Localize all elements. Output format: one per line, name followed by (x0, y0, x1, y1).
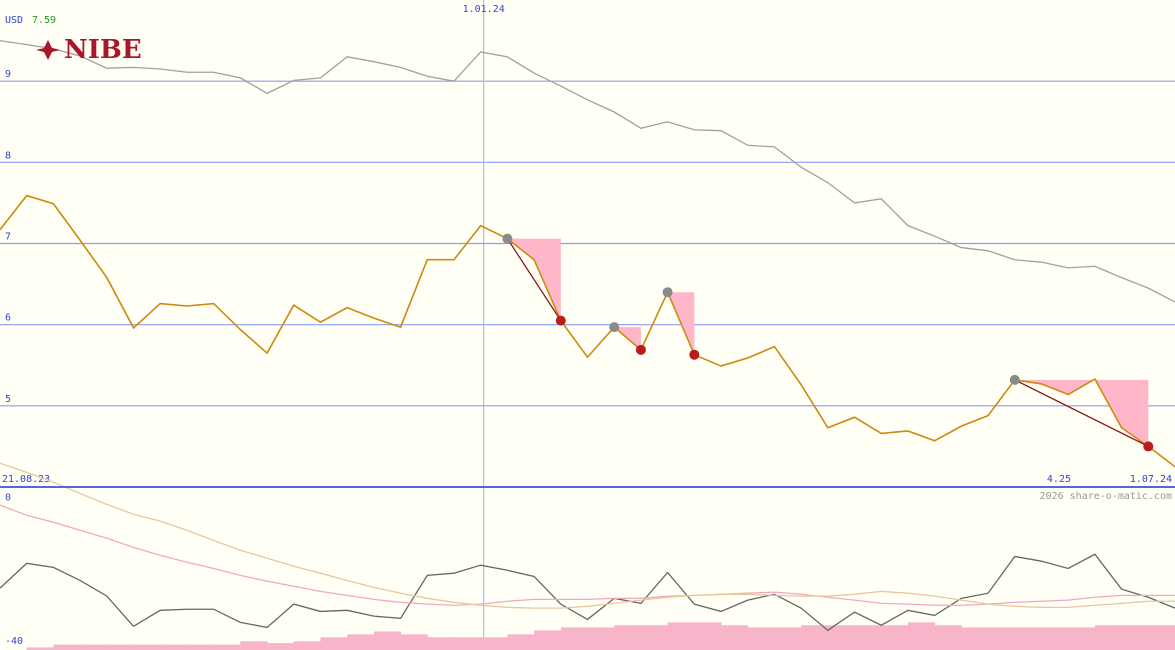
y-tick-label: 9 (5, 69, 11, 80)
y-tick-label: 5 (5, 394, 11, 405)
volume-bar (747, 627, 775, 650)
volume-bar (213, 644, 241, 650)
signal-end (1143, 441, 1154, 452)
volume-bar (721, 625, 749, 650)
signal-area (1014, 379, 1149, 447)
signal-end (689, 349, 700, 360)
header-value: 7.59 (32, 15, 56, 26)
volume-bar (133, 644, 161, 650)
volume-bar (267, 643, 295, 650)
signal-link (1014, 379, 1149, 447)
y-tick-label: -40 (5, 636, 23, 647)
x-tick-label: 1.07.24 (1130, 474, 1172, 485)
currency: USD (5, 15, 23, 26)
volume-bar (1094, 625, 1123, 650)
volume-bar (988, 627, 1016, 650)
series-line (0, 194, 1175, 468)
series-line (0, 39, 1175, 303)
volume-bar (694, 622, 722, 650)
volume-bar (1121, 625, 1149, 650)
volume-bar (881, 625, 909, 650)
logo-text: NIBE (64, 35, 142, 65)
signal-end (635, 344, 646, 355)
volume-bar (1014, 627, 1042, 650)
signal-start (609, 322, 620, 333)
volume-bar (186, 644, 215, 650)
volume-bar (320, 637, 348, 650)
volume-bar (907, 622, 936, 650)
volume-bar (614, 625, 642, 650)
volume-bar (160, 644, 188, 650)
signal-start (1009, 374, 1020, 385)
volume-bar (934, 625, 962, 650)
y-tick-label: 7 (5, 232, 11, 243)
volume-bar (560, 627, 588, 650)
volume-bar (293, 641, 321, 650)
logo-star (36, 40, 60, 60)
volume-bar (453, 637, 482, 650)
signal-area (507, 238, 561, 321)
y-tick-label: 6 (5, 313, 11, 324)
volume-bar (26, 647, 54, 650)
series-line (0, 462, 1175, 609)
volume-bar (587, 627, 615, 650)
volume-bar (240, 641, 268, 650)
signal-start (662, 287, 673, 298)
signal-start (502, 233, 513, 244)
x-tick-label: 1.01.24 (463, 4, 505, 15)
volume-bar (400, 634, 428, 650)
volume-bar (1148, 625, 1175, 650)
signal-link (506, 238, 562, 321)
y-tick-label: 0 (5, 492, 11, 503)
x-tick-label: 21.08.23 (2, 474, 50, 485)
volume-bar (427, 637, 455, 650)
volume-bar (801, 625, 829, 650)
volume-bar (774, 627, 802, 650)
volume-bar (961, 627, 989, 650)
volume-bar (827, 625, 856, 650)
series-line (0, 504, 1175, 606)
volume-bar (53, 644, 81, 650)
y-tick-label: 8 (5, 150, 11, 161)
volume-bar (507, 634, 535, 650)
series-line (0, 553, 1175, 632)
volume-bar (1041, 627, 1069, 650)
signal-end (555, 315, 566, 326)
volume-bar (80, 644, 108, 650)
volume-bar (534, 630, 562, 650)
volume-bar (106, 644, 135, 650)
logo: NIBE (36, 35, 142, 65)
volume-bar (854, 625, 882, 650)
volume-bar (640, 625, 669, 650)
last-value: 4.25 (1047, 474, 1071, 485)
volume-bar (1068, 627, 1096, 650)
volume-bar (373, 631, 402, 650)
watermark: 2026 share-o-matic.com (1040, 491, 1172, 502)
volume-bar (667, 622, 695, 650)
volume-bar (480, 637, 508, 650)
volume-bar (347, 634, 375, 650)
